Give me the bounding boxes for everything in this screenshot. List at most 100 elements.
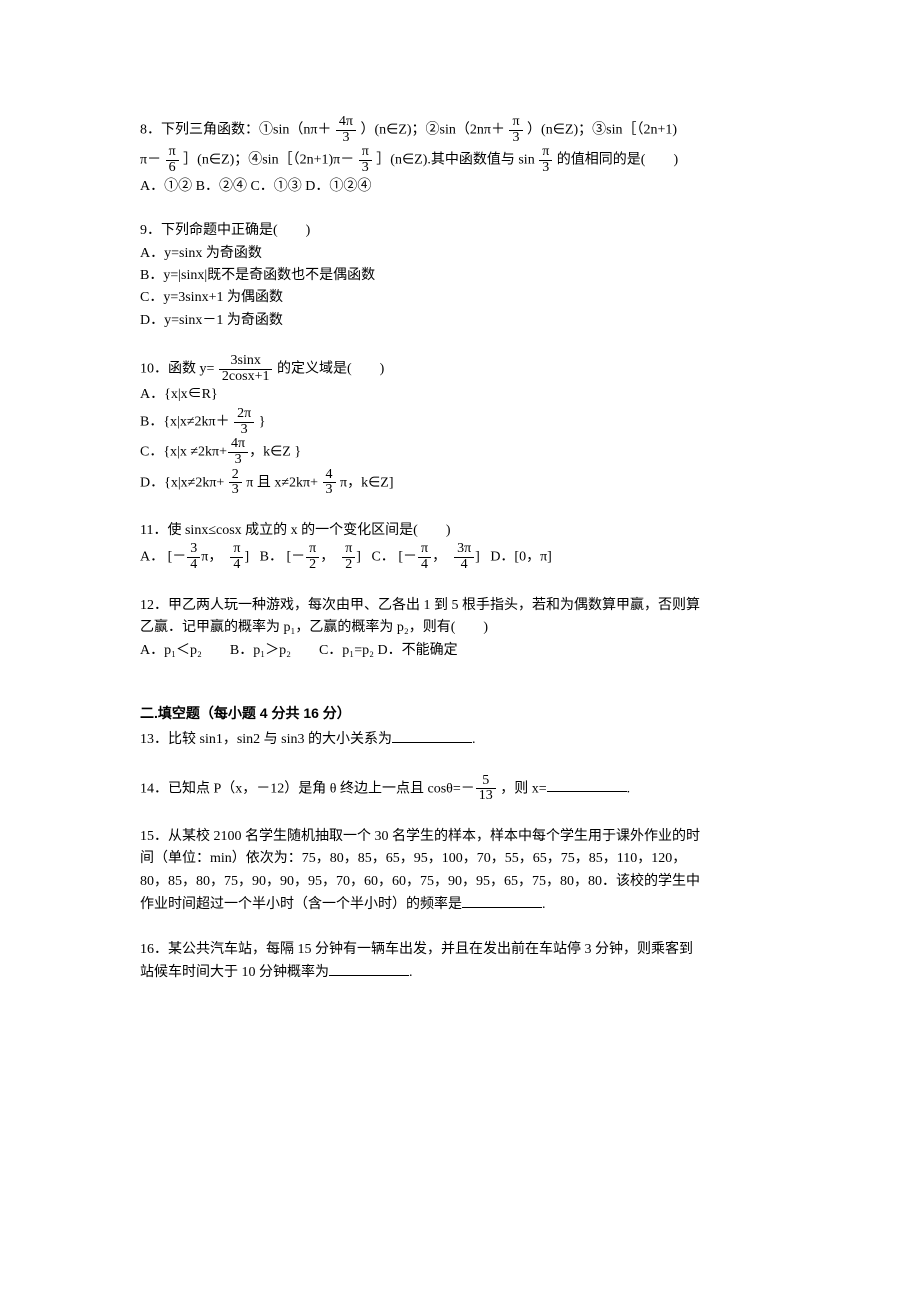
q9-opt-d: D．y=sinx－1 为奇函数 xyxy=(140,310,780,332)
q10-d-a: D．{x|x≠2kπ+ xyxy=(140,475,224,490)
q10-c-tail: ，k∈Z xyxy=(249,445,291,460)
q16-l2: 站候车时间大于 10 分钟概率为. xyxy=(140,961,780,984)
q9-opt-a: A．y=sinx 为奇函数 xyxy=(140,243,780,265)
q10-stem: 10．函数 y= 3sinx2cosx+1 的定义域是( ) xyxy=(140,354,780,384)
frac-3pi-4: 3π4 xyxy=(454,542,474,572)
q11-a-pi1: π， xyxy=(201,550,229,565)
q12-options: A．p₁＜p₂ B．p₁＞p₂ C．p₁=p₂ D．不能确定 xyxy=(140,640,780,662)
section-2-heading: 二.填空题（每小题 4 分共 16 分） xyxy=(140,702,780,724)
q8-stem-f: ］(n∈Z).其中函数值与 sin xyxy=(376,153,534,168)
q10-b-a: B．{x|x≠2kπ＋ xyxy=(140,414,230,429)
q10-c-b: } xyxy=(294,445,301,460)
q11-stem: 11．使 sinx≤cosx 成立的 x 的一个变化区间是( ) xyxy=(140,520,780,542)
q11-b-close: ] xyxy=(356,550,361,565)
q11-b-open: [－ xyxy=(286,550,305,565)
blank-13 xyxy=(392,728,472,743)
q11-a-open: [－ xyxy=(168,550,187,565)
question-11: 11．使 sinx≤cosx 成立的 x 的一个变化区间是( ) A． [－34… xyxy=(140,520,780,573)
question-13: 13．比较 sin1，sin2 与 sin3 的大小关系为. xyxy=(140,728,780,751)
q11-c-open: [－ xyxy=(398,550,417,565)
q9-opt-c: C．y=3sinx+1 为偶函数 xyxy=(140,287,780,309)
q15-l4b: . xyxy=(542,897,546,912)
frac-pi-3-a: π3 xyxy=(509,115,522,145)
q8-line2: π－ π6 ］(n∈Z)；④sin［（2n+1)π－ π3 ］(n∈Z).其中函… xyxy=(140,145,780,175)
question-12: 12．甲乙两人玩一种游戏，每次由甲、乙各出 1 到 5 根手指头，若和为偶数算甲… xyxy=(140,595,780,662)
frac-4pi-3: 4π3 xyxy=(336,115,356,145)
q8-options: A．①② B．②④ C．①③ D．①②④ xyxy=(140,176,780,198)
q11-c-label: C． xyxy=(371,550,394,565)
frac-4pi-3-b: 4π3 xyxy=(228,437,248,467)
q8-stem-c: ）(n∈Z)；③sin［（2n+1) xyxy=(527,122,677,137)
question-15: 15．从某校 2100 名学生随机抽取一个 30 名学生的样本，样本中每个学生用… xyxy=(140,826,780,917)
q16-l2a: 站候车时间大于 10 分钟概率为 xyxy=(140,965,329,980)
q12-l1: 12．甲乙两人玩一种游戏，每次由甲、乙各出 1 到 5 根手指头，若和为偶数算甲… xyxy=(140,595,780,617)
q10-stem-a: 10．函数 y= xyxy=(140,362,214,377)
question-9: 9．下列命题中正确是( ) A．y=sinx 为奇函数 B．y=|sinx|既不… xyxy=(140,220,780,332)
q10-opt-d: D．{x|x≠2kπ+ 23 π 且 x≠2kπ+ 43 π，k∈Z] xyxy=(140,468,780,498)
q15-l4a: 作业时间超过一个半小时（含一个半小时）的频率是 xyxy=(140,897,462,912)
q15-l3: 80，85，80，75，90，90，95，70，60，60，75，90，95，6… xyxy=(140,871,780,893)
question-10: 10．函数 y= 3sinx2cosx+1 的定义域是( ) A．{x|x∈R}… xyxy=(140,354,780,498)
frac-2-3: 23 xyxy=(229,468,242,498)
q11-b-mid: ， xyxy=(320,550,341,565)
q14-b: ，则 x= xyxy=(500,781,546,796)
blank-16 xyxy=(329,961,409,976)
q11-options: A． [－34π， π4] B． [－π2， π2] C． [－π4， 3π4]… xyxy=(140,542,780,572)
frac-pi-2-a: π2 xyxy=(306,542,319,572)
q10-opt-c: C．{x|x ≠2kπ+4π3，k∈Z } xyxy=(140,437,780,467)
question-8: 8．下列三角函数：①sin（nπ＋ 4π3 ）(n∈Z)；②sin（2nπ＋ π… xyxy=(140,115,780,198)
q8-stem-g: 的值相同的是( ) xyxy=(557,153,678,168)
q15-l4: 作业时间超过一个半小时（含一个半小时）的频率是. xyxy=(140,893,780,916)
q14-a: 14．已知点 P（x，－12）是角 θ 终边上一点且 xyxy=(140,781,424,796)
frac-pi-6: π6 xyxy=(166,145,179,175)
q10-opt-a: A．{x|x∈R} xyxy=(140,384,780,406)
frac-pi-3-c: π3 xyxy=(539,145,552,175)
q9-opt-b: B．y=|sinx|既不是奇函数也不是偶函数 xyxy=(140,265,780,287)
q10-d-b: π，k∈Z] xyxy=(340,475,393,490)
q10-b-b: } xyxy=(259,414,266,429)
question-14: 14．已知点 P（x，－12）是角 θ 终边上一点且 cosθ=－513 ，则 … xyxy=(140,774,780,804)
q11-d: D．[0，π] xyxy=(490,550,552,565)
q15-l2: 间（单位：min）依次为：75，80，85，65，95，100，70，55，65… xyxy=(140,848,780,870)
q13-b: . xyxy=(472,732,476,747)
q10-c-expr: ≠2kπ+4π3，k∈Z xyxy=(190,437,290,467)
q8-line1: 8．下列三角函数：①sin（nπ＋ 4π3 ）(n∈Z)；②sin（2nπ＋ π… xyxy=(140,115,780,145)
question-16: 16．某公共汽车站，每隔 15 分钟有一辆车出发，并且在发出前在车站停 3 分钟… xyxy=(140,939,780,985)
q10-stem-b: 的定义域是( ) xyxy=(277,362,384,377)
q16-l1: 16．某公共汽车站，每隔 15 分钟有一辆车出发，并且在发出前在车站停 3 分钟… xyxy=(140,939,780,961)
q14-cos-expr: cosθ=－513 xyxy=(428,774,497,804)
q11-b-label: B． xyxy=(260,550,283,565)
q16-l2b: . xyxy=(409,965,413,980)
frac-2pi-3: 2π3 xyxy=(234,407,254,437)
q14-cos: cosθ=－ xyxy=(428,781,475,796)
frac-3-4: 34 xyxy=(187,542,200,572)
q11-a-label: A． xyxy=(140,550,164,565)
q12-l2: 乙赢．记甲赢的概率为 p₁，乙赢的概率为 p₂，则有( ) xyxy=(140,617,780,639)
blank-14 xyxy=(547,777,627,792)
spacer xyxy=(140,684,780,702)
q8-stem-b: ）(n∈Z)；②sin（2nπ＋ xyxy=(360,122,504,137)
q9-stem: 9．下列命题中正确是( ) xyxy=(140,220,780,242)
frac-3sinx-2cosx1: 3sinx2cosx+1 xyxy=(219,354,273,384)
q10-c-mid: ≠2kπ+ xyxy=(190,445,227,460)
frac-pi-4-a: π4 xyxy=(230,542,243,572)
frac-pi-3-b: π3 xyxy=(359,145,372,175)
q11-a-close: ] xyxy=(244,550,249,565)
q8-stem-a: 8．下列三角函数：①sin（nπ＋ xyxy=(140,122,331,137)
q13-a: 13．比较 sin1，sin2 与 sin3 的大小关系为 xyxy=(140,732,392,747)
q8-stem-d: π－ xyxy=(140,153,161,168)
q10-d-mid: π 且 x≠2kπ+ xyxy=(246,475,318,490)
q11-c-mid: ， xyxy=(432,550,453,565)
q8-stem-e: ］(n∈Z)；④sin［（2n+1)π－ xyxy=(183,153,354,168)
blank-15 xyxy=(462,893,542,908)
frac-4-3: 43 xyxy=(323,468,336,498)
q14-c: . xyxy=(627,781,631,796)
frac-5-13: 513 xyxy=(476,774,496,804)
exam-page: 8．下列三角函数：①sin（nπ＋ 4π3 ）(n∈Z)；②sin（2nπ＋ π… xyxy=(0,0,920,1302)
frac-pi-4-b: π4 xyxy=(418,542,431,572)
frac-pi-2-b: π2 xyxy=(342,542,355,572)
q10-c-a: C．{x|x xyxy=(140,445,187,460)
q11-c-close: ] xyxy=(475,550,480,565)
q10-opt-b: B．{x|x≠2kπ＋ 2π3 } xyxy=(140,407,780,437)
q15-l1: 15．从某校 2100 名学生随机抽取一个 30 名学生的样本，样本中每个学生用… xyxy=(140,826,780,848)
